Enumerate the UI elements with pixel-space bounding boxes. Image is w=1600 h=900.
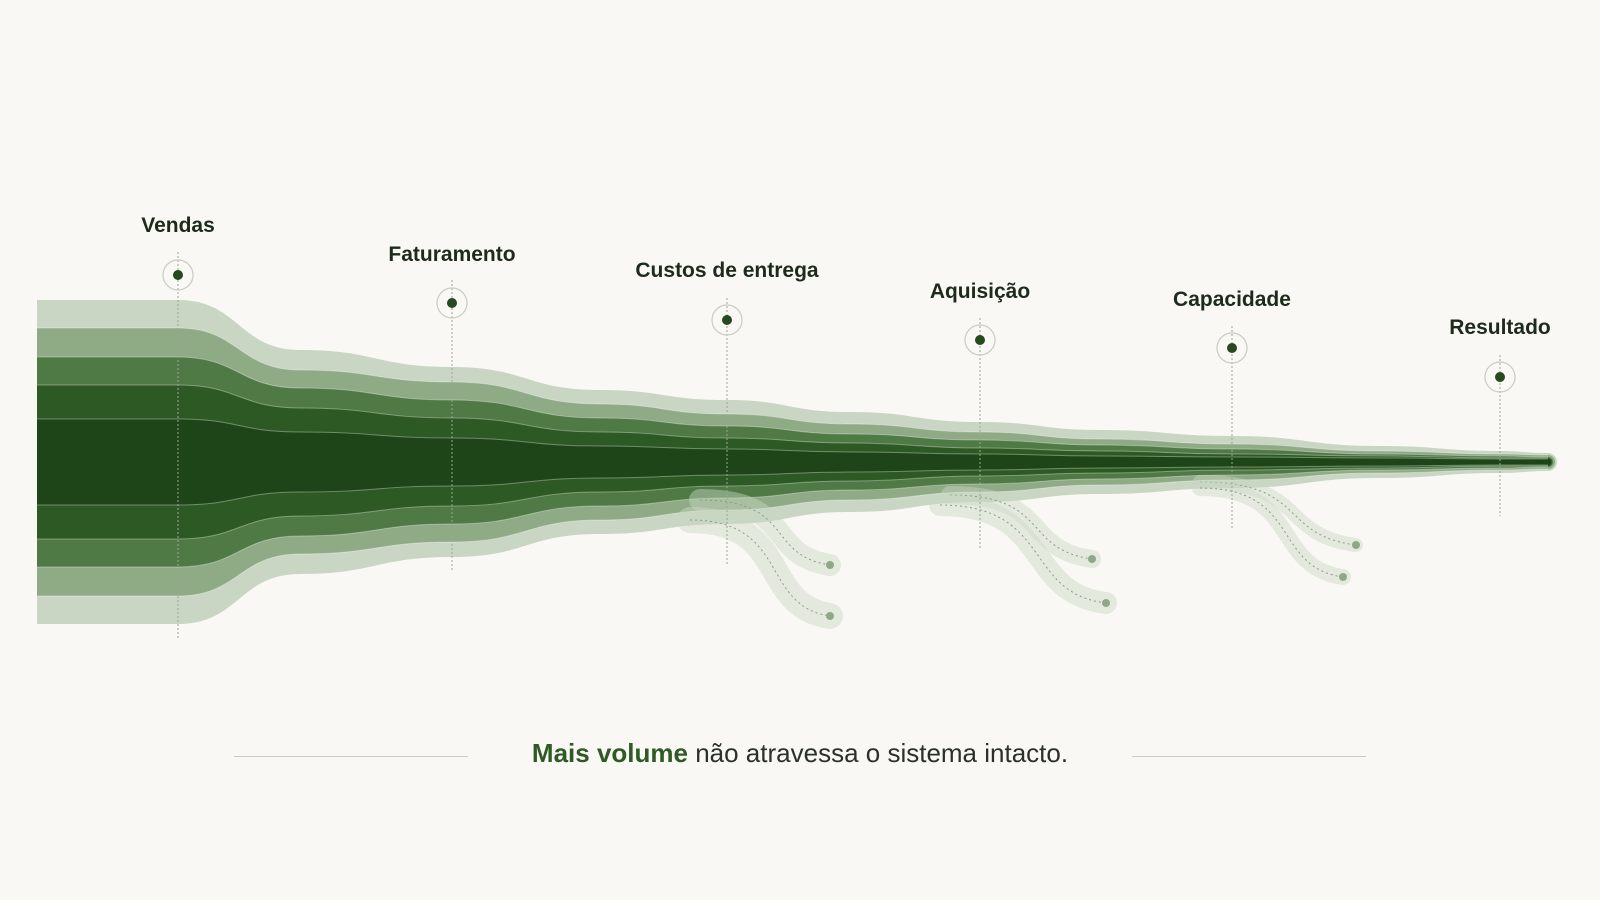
band-separator-top <box>37 418 1548 460</box>
leak-endpoint <box>1339 573 1347 581</box>
band-separator-bottom <box>37 464 1548 506</box>
stage-label: Vendas <box>141 214 215 237</box>
stage-5: Capacidade <box>1173 288 1291 528</box>
band-separator-top <box>37 327 1549 456</box>
stage-label: Faturamento <box>388 243 515 266</box>
leak-endpoint <box>826 561 834 569</box>
stage-marker-ring <box>1484 361 1516 393</box>
stage-marker-dot <box>173 270 183 280</box>
stage-markers: Vendas Faturamento Custos de entrega Aquisi… <box>141 214 1551 640</box>
stage-marker-ring <box>436 287 468 319</box>
stage-label: Custos de entrega <box>635 259 819 282</box>
leak-flows <box>677 475 1363 629</box>
stage-marker-dot <box>447 298 457 308</box>
stage-marker-dot <box>1227 343 1237 353</box>
leak-ribbon <box>941 486 1101 568</box>
stage-marker-dot <box>975 335 985 345</box>
stage-marker-ring <box>711 304 743 336</box>
stage-6: Resultado <box>1449 316 1551 516</box>
leak-ribbon <box>929 494 1117 614</box>
leak-path <box>1199 487 1344 578</box>
funnel-band-5 <box>37 419 1551 505</box>
tagline-rule-left <box>234 756 468 757</box>
tagline: Mais volume não atravessa o sistema inta… <box>0 736 1600 770</box>
stage-label: Capacidade <box>1173 288 1291 311</box>
stage-marker-ring <box>1216 332 1248 364</box>
leak-endpoint <box>826 612 834 620</box>
stage-label: Resultado <box>1449 316 1551 339</box>
stage-label: Aquisição <box>930 280 1030 303</box>
tagline-text: não atravessa o sistema intacto. <box>687 738 1069 768</box>
stage-marker-ring <box>162 259 194 291</box>
leak-path <box>699 499 831 566</box>
stage-marker-dot <box>1495 372 1505 382</box>
band-separator-bottom <box>37 466 1549 568</box>
funnel-bands <box>36 300 1557 624</box>
leak-endpoint <box>1102 599 1110 607</box>
band-separator-bottom <box>36 465 1548 540</box>
band-separator-top <box>37 356 1549 458</box>
tagline-rule-right <box>1132 756 1366 757</box>
band-separator-bottom <box>36 468 1549 597</box>
band-separator-top <box>37 384 1548 459</box>
stage-marker-ring <box>964 324 996 356</box>
stage-2: Faturamento <box>388 243 516 570</box>
leak-endpoint <box>1088 555 1096 563</box>
stage-3: Custos de entrega <box>635 259 819 566</box>
leak-endpoint <box>1352 541 1360 549</box>
leak-path <box>1199 481 1357 546</box>
tagline-emphasis: Mais volume <box>531 738 688 768</box>
stage-marker-dot <box>722 315 732 325</box>
stage-4: Aquisição <box>930 280 1030 550</box>
stage-1: Vendas <box>141 214 215 640</box>
leak-path <box>689 519 831 617</box>
